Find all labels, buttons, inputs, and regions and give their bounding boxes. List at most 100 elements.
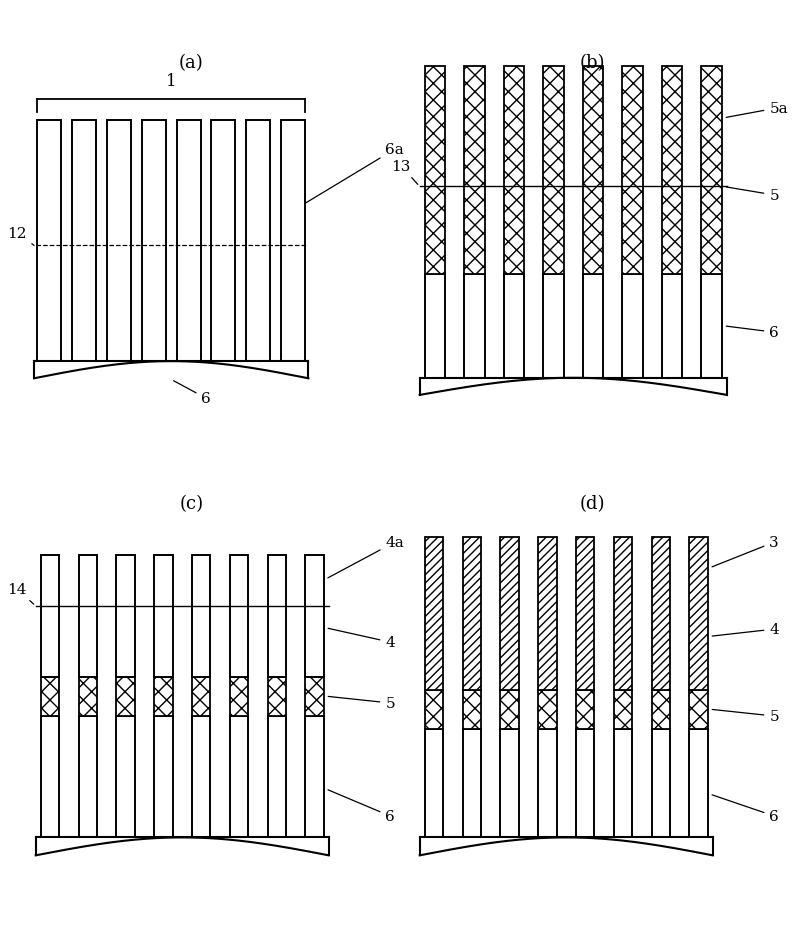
Bar [614, 690, 632, 729]
Bar [38, 121, 42, 362]
Text: 14: 14 [7, 582, 34, 604]
Text: 5: 5 [726, 188, 779, 203]
Bar [211, 121, 216, 362]
Text: 5a: 5a [726, 102, 788, 118]
Bar [701, 67, 722, 275]
Bar [622, 275, 643, 379]
Text: (c): (c) [179, 495, 203, 513]
Bar [464, 67, 485, 275]
Bar [281, 121, 286, 362]
Bar [464, 275, 485, 379]
Bar [306, 677, 324, 716]
Text: (a): (a) [179, 55, 204, 73]
Bar [246, 121, 270, 362]
Text: 6: 6 [328, 790, 395, 823]
Bar [543, 275, 564, 379]
Text: 6: 6 [726, 326, 779, 340]
Bar [576, 690, 594, 729]
Bar [500, 729, 518, 837]
Bar [662, 67, 682, 275]
Bar [538, 690, 557, 729]
Text: 13: 13 [391, 160, 418, 185]
Bar [425, 690, 443, 729]
Bar [281, 121, 305, 362]
Bar [538, 538, 557, 690]
Bar [576, 538, 594, 690]
Bar [230, 555, 248, 677]
Text: 6a: 6a [306, 143, 404, 204]
Bar [116, 677, 134, 716]
Bar [651, 690, 670, 729]
Bar [154, 677, 173, 716]
Text: 3: 3 [712, 535, 779, 567]
Text: 6: 6 [174, 381, 211, 406]
Bar [267, 555, 286, 677]
Bar [192, 677, 210, 716]
Text: 4: 4 [712, 622, 779, 636]
Bar [230, 716, 248, 837]
Bar [614, 729, 632, 837]
Bar [154, 716, 173, 837]
Bar [211, 121, 235, 362]
Bar [690, 690, 708, 729]
Bar [425, 67, 446, 275]
Bar [177, 121, 181, 362]
Bar [462, 729, 481, 837]
Bar [230, 677, 248, 716]
Bar [582, 67, 603, 275]
Bar [504, 67, 525, 275]
Bar [701, 275, 722, 379]
Bar [462, 690, 481, 729]
Bar [72, 121, 77, 362]
Bar [192, 716, 210, 837]
Bar [690, 538, 708, 690]
Bar [72, 121, 96, 362]
Bar [651, 729, 670, 837]
Text: 5: 5 [328, 697, 395, 710]
Bar [543, 67, 564, 275]
Bar [41, 555, 59, 677]
Bar [306, 555, 324, 677]
Bar [576, 729, 594, 837]
Bar [38, 121, 62, 362]
Bar [142, 121, 166, 362]
Text: 1: 1 [166, 73, 177, 90]
Bar [651, 538, 670, 690]
Bar [142, 121, 146, 362]
Bar [78, 555, 97, 677]
Bar [538, 729, 557, 837]
Bar [614, 538, 632, 690]
Text: 6: 6 [712, 795, 779, 823]
Bar [78, 677, 97, 716]
Bar [116, 555, 134, 677]
Bar [462, 538, 481, 690]
Text: 4a: 4a [328, 535, 404, 579]
Bar [425, 275, 446, 379]
Bar [582, 275, 603, 379]
Bar [154, 555, 173, 677]
Bar [41, 677, 59, 716]
Bar [622, 67, 643, 275]
Bar [192, 555, 210, 677]
Bar [425, 538, 443, 690]
Text: (d): (d) [579, 495, 605, 513]
Bar [425, 729, 443, 837]
Text: 12: 12 [7, 227, 34, 246]
Bar [107, 121, 131, 362]
Bar [500, 690, 518, 729]
Bar [500, 538, 518, 690]
Bar [504, 275, 525, 379]
Bar [246, 121, 250, 362]
Bar [306, 716, 324, 837]
Text: (b): (b) [579, 55, 605, 73]
Bar [267, 677, 286, 716]
Text: 4: 4 [328, 629, 395, 649]
Bar [662, 275, 682, 379]
Bar [177, 121, 201, 362]
Bar [41, 716, 59, 837]
Bar [107, 121, 111, 362]
Text: 5: 5 [712, 709, 779, 723]
Bar [78, 716, 97, 837]
Bar [267, 716, 286, 837]
Bar [690, 729, 708, 837]
